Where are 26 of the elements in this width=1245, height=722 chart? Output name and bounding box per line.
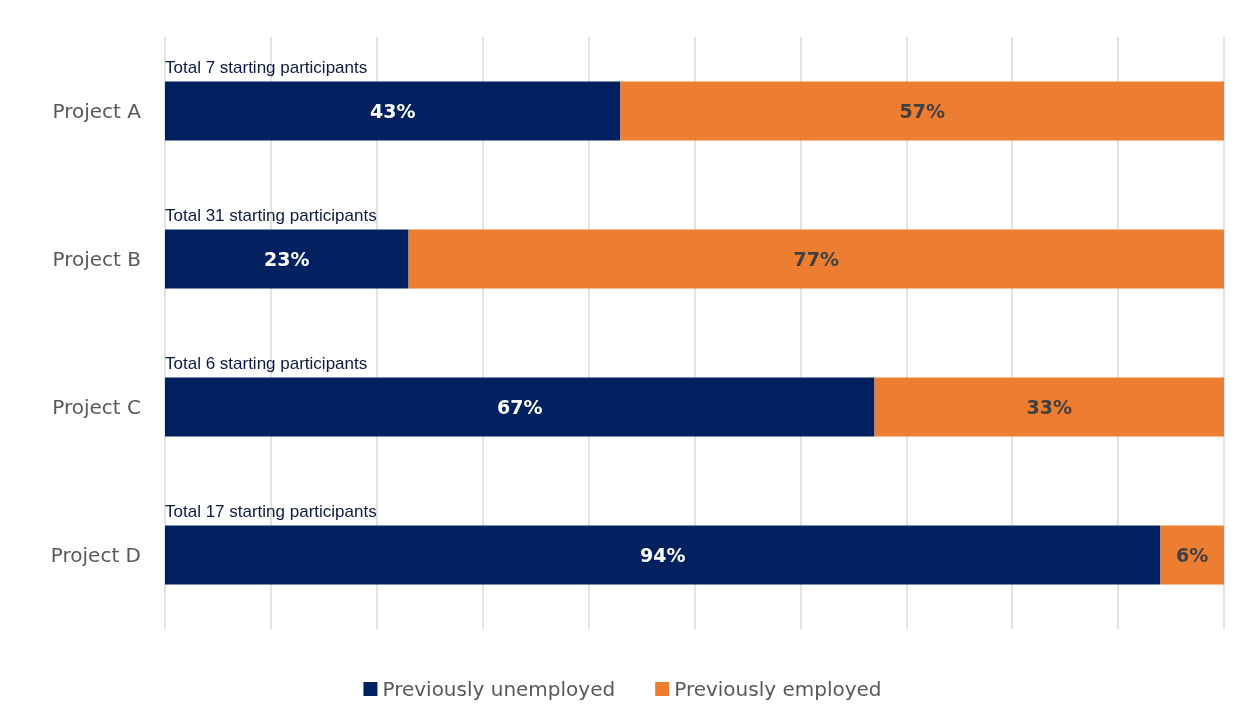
bar <box>165 81 621 141</box>
data-label: 67% <box>497 396 543 418</box>
data-label: 43% <box>369 100 416 122</box>
annotation: Total 6 starting participants <box>165 353 368 373</box>
data-label: 6% <box>1176 544 1209 566</box>
data-label: 57% <box>899 100 945 122</box>
annotation: Total 31 starting participants <box>165 205 377 225</box>
bar <box>408 229 1224 289</box>
y-tick-label: Project A <box>52 99 142 123</box>
annotation: Total 7 starting participants <box>165 57 368 77</box>
data-label: 33% <box>1026 396 1073 418</box>
y-tick-label: Project D <box>50 543 141 567</box>
bar <box>874 377 1224 437</box>
bar <box>165 525 1161 585</box>
data-label: 23% <box>264 248 310 270</box>
y-tick-label: Project B <box>52 247 141 271</box>
data-label: 94% <box>639 544 686 566</box>
bar <box>1160 525 1224 585</box>
legend-label: Previously employed <box>674 677 882 701</box>
y-tick-label: Project C <box>52 395 141 419</box>
annotation: Total 17 starting participants <box>165 501 377 521</box>
legend-label: Previously unemployed <box>382 677 616 701</box>
bar <box>165 377 875 437</box>
data-label: 77% <box>793 248 840 270</box>
bar <box>165 229 409 289</box>
bar <box>620 81 1224 141</box>
